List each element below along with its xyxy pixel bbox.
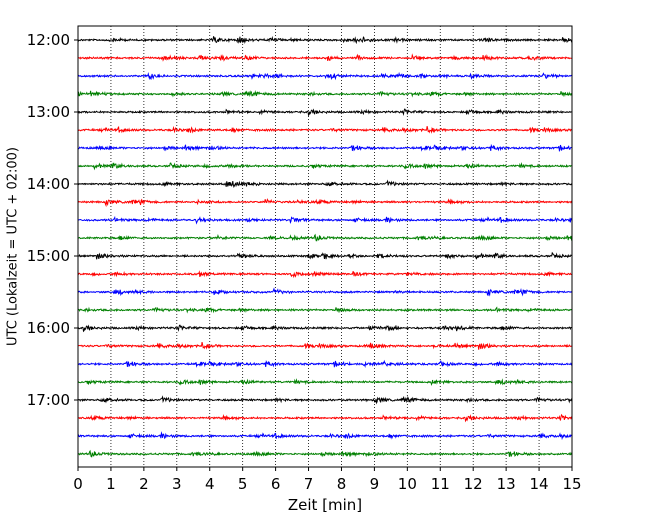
seismogram-trace [77,287,573,297]
x-tick-label: 1 [106,475,116,493]
x-tick-label: 7 [304,475,314,493]
seismogram-trace [77,395,573,405]
x-tick-label: 8 [337,475,347,493]
seismogram-trace [77,233,573,242]
seismogram-trace [77,324,573,333]
plot-frame [77,25,573,468]
x-tick-label: 11 [431,475,450,493]
seismogram-trace [77,270,573,279]
x-tick-label: 9 [370,475,380,493]
seismogram-trace [77,449,573,458]
seismogram-trace [77,35,573,45]
y-tick-label: 16:00 [27,319,70,337]
x-tick-label: 4 [205,475,215,493]
x-tick-label: 14 [530,475,549,493]
x-axis-ticks: 0 1 2 3 4 5 6 7 8 9 10 11 12 13 14 15 [73,467,582,493]
seismogram-trace [77,306,573,314]
y-tick-label: 14:00 [27,175,70,193]
y-tick-label: 17:00 [27,391,70,409]
seismogram-trace [77,413,573,423]
x-tick-label: 10 [398,475,417,493]
seismogram-trace [77,89,573,98]
x-tick-label: 0 [73,475,83,493]
seismogram-trace [77,179,573,189]
x-tick-label: 13 [497,475,516,493]
y-axis-label: UTC (Lokalzeit = UTC + 02:00) [6,147,21,346]
seismogram-trace [77,162,573,171]
x-tick-label: 3 [172,475,182,493]
y-tick-label: 15:00 [27,247,70,265]
y-tick-label: 13:00 [27,103,70,121]
seismogram-trace [77,108,573,117]
x-tick-label: 6 [271,475,281,493]
x-tick-label: 15 [562,475,581,493]
y-tick-label: 12:00 [27,31,70,49]
x-tick-label: 5 [238,475,248,493]
y-axis-ticks: 12:00 13:00 14:00 15:00 16:00 17:00 [27,31,78,409]
seismogram-traces [77,35,573,458]
seismogram-trace [77,215,573,225]
seismogram-trace [77,198,573,208]
x-axis-label: Zeit [min] [288,496,362,514]
seismogram-trace [77,431,573,441]
seismogram-trace [77,143,573,152]
seismogram-trace [77,341,573,350]
seismogram-trace [77,251,573,260]
seismogram-trace [77,359,573,369]
x-tick-label: 12 [464,475,483,493]
x-tick-label: 2 [139,475,149,493]
seismogram-trace [77,53,573,62]
seismogram-trace [77,71,573,81]
seismogram-trace [77,125,573,134]
seismogram-trace [77,378,573,386]
